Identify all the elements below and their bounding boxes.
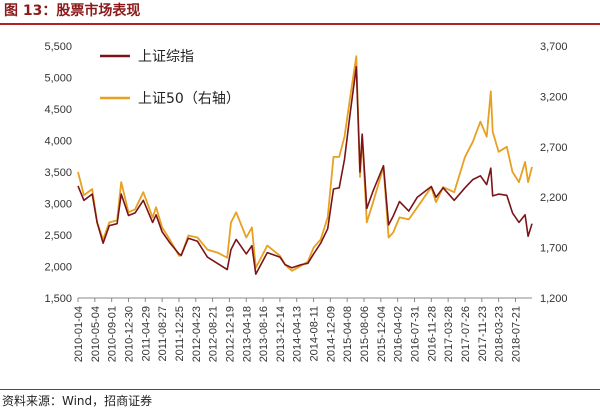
x-tick-label: 2016-04-02 bbox=[393, 306, 405, 362]
y-left-tick-label: 5,000 bbox=[44, 73, 72, 85]
x-tick-label: 2016-11-28 bbox=[426, 306, 438, 361]
x-axis: 2010-01-04 2010-05-04 2010-09-01 2010-12-30… bbox=[73, 298, 522, 362]
x-tick-label: 2016-07-31 bbox=[410, 306, 422, 362]
y-axis-right: 1,200 1,700 2,200 2,700 3,200 3,700 bbox=[540, 41, 568, 305]
x-tick-label: 2018-07-21 bbox=[510, 306, 522, 362]
x-tick-label: 2014-04-13 bbox=[292, 306, 304, 362]
y-left-tick-label: 1,500 bbox=[44, 293, 72, 305]
y-left-tick-label: 4,000 bbox=[44, 136, 72, 148]
series-line-shanghai-composite bbox=[77, 66, 533, 275]
x-tick-label: 2017-11-23 bbox=[477, 306, 489, 361]
y-right-tick-label: 3,700 bbox=[540, 41, 568, 53]
x-tick-label: 2017-07-26 bbox=[460, 306, 472, 362]
source-note: 资料来源：Wind，招商证券 bbox=[2, 394, 153, 408]
y-right-tick-label: 3,200 bbox=[540, 91, 568, 103]
x-tick-label: 2014-08-11 bbox=[309, 306, 321, 361]
x-tick-label: 2011-12-25 bbox=[174, 306, 186, 361]
y-left-tick-label: 4,500 bbox=[44, 104, 72, 116]
y-left-tick-label: 2,500 bbox=[44, 230, 72, 242]
x-tick-label: 2017-03-28 bbox=[443, 306, 455, 362]
x-tick-label: 2013-12-14 bbox=[275, 306, 287, 362]
y-right-tick-label: 2,200 bbox=[540, 192, 568, 204]
x-tick-label: 2013-08-16 bbox=[258, 306, 270, 362]
x-tick-label: 2012-08-21 bbox=[208, 306, 220, 362]
x-tick-label: 2010-12-30 bbox=[123, 306, 135, 362]
x-tick-label: 2012-12-19 bbox=[224, 306, 236, 362]
x-tick-label: 2015-04-08 bbox=[342, 306, 354, 362]
x-tick-label: 2012-04-23 bbox=[191, 306, 203, 362]
series-layer bbox=[77, 55, 533, 275]
legend-label: 上证50（右轴） bbox=[138, 91, 240, 107]
x-tick-label: 2011-08-27 bbox=[157, 306, 169, 361]
x-tick-label: 2011-04-29 bbox=[140, 306, 152, 361]
x-tick-label: 2015-12-04 bbox=[376, 306, 388, 362]
y-axis-left: 1,500 2,000 2,500 3,000 3,500 4,000 4,500 5,000… bbox=[44, 41, 72, 305]
y-left-tick-label: 3,500 bbox=[44, 167, 72, 179]
y-left-tick-label: 3,000 bbox=[44, 199, 72, 211]
x-tick-label: 2014-12-09 bbox=[325, 306, 337, 362]
source-rule bbox=[0, 389, 600, 390]
x-tick-label: 2010-09-01 bbox=[107, 306, 119, 362]
y-left-tick-label: 2,000 bbox=[44, 262, 72, 274]
x-tick-label: 2010-05-04 bbox=[90, 306, 102, 362]
series-line-sse-50 bbox=[77, 55, 533, 272]
x-tick-label: 2010-01-04 bbox=[73, 306, 85, 362]
y-left-tick-label: 5,500 bbox=[44, 41, 72, 53]
x-tick-label: 2013-04-18 bbox=[241, 306, 253, 362]
y-right-tick-label: 1,700 bbox=[540, 243, 568, 255]
y-right-tick-label: 2,700 bbox=[540, 142, 568, 154]
figure-title: 图 13：股票市场表现 bbox=[4, 3, 141, 19]
x-tick-label: 2018-03-23 bbox=[494, 306, 506, 362]
x-tick-label: 2015-08-06 bbox=[359, 306, 371, 362]
y-right-tick-label: 1,200 bbox=[540, 293, 568, 305]
title-rule bbox=[0, 23, 600, 25]
legend-label: 上证综指 bbox=[138, 49, 194, 65]
